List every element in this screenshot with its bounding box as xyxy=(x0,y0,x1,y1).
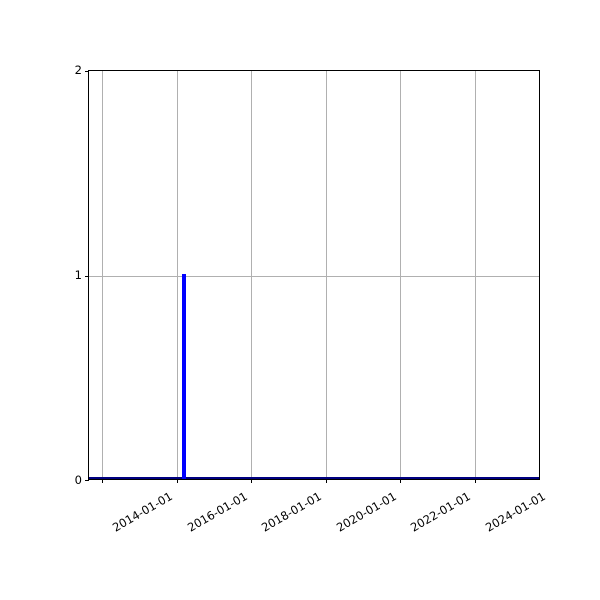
xtick-label-text: 2022-01-01 xyxy=(407,489,473,535)
xtick-label-text: 2014-01-01 xyxy=(109,489,175,535)
y-axis-tick-labels: 0 1 2 xyxy=(60,63,82,487)
ytick-label-2: 2 xyxy=(74,63,82,77)
ytick-label-1: 1 xyxy=(74,268,82,282)
xtick-label-2024: 2024-01-01 xyxy=(483,489,548,535)
xtick-mark xyxy=(326,479,328,483)
series-baseline xyxy=(89,477,539,479)
xtick-mark xyxy=(251,479,253,483)
xtick-label-2018: 2018-01-01 xyxy=(259,489,324,535)
xtick-mark xyxy=(102,479,104,483)
gridline-vertical xyxy=(177,71,178,479)
xtick-mark xyxy=(400,479,402,483)
ytick-mark xyxy=(85,71,89,73)
xtick-label-text: 2016-01-01 xyxy=(184,489,250,535)
gridline-vertical xyxy=(251,71,252,479)
xtick-label-2016: 2016-01-01 xyxy=(185,489,250,535)
ytick-mark xyxy=(85,480,89,482)
gridline-vertical xyxy=(326,71,327,479)
plot-area xyxy=(85,70,540,483)
gridline-vertical xyxy=(475,71,476,479)
gridline-vertical xyxy=(400,71,401,479)
ytick-mark xyxy=(85,276,89,278)
gridline-horizontal xyxy=(89,276,539,277)
xtick-label-2020: 2020-01-01 xyxy=(334,489,399,535)
gridline-vertical xyxy=(102,71,103,479)
xtick-mark xyxy=(475,479,477,483)
xtick-label-2022: 2022-01-01 xyxy=(408,489,473,535)
xtick-label-text: 2024-01-01 xyxy=(482,489,548,535)
xtick-label-text: 2020-01-01 xyxy=(333,489,399,535)
xtick-label-text: 2018-01-01 xyxy=(258,489,324,535)
bar-datapoint xyxy=(182,274,186,479)
xtick-mark xyxy=(177,479,179,483)
ytick-label-0: 0 xyxy=(74,473,82,487)
xtick-label-2014: 2014-01-01 xyxy=(110,489,175,535)
